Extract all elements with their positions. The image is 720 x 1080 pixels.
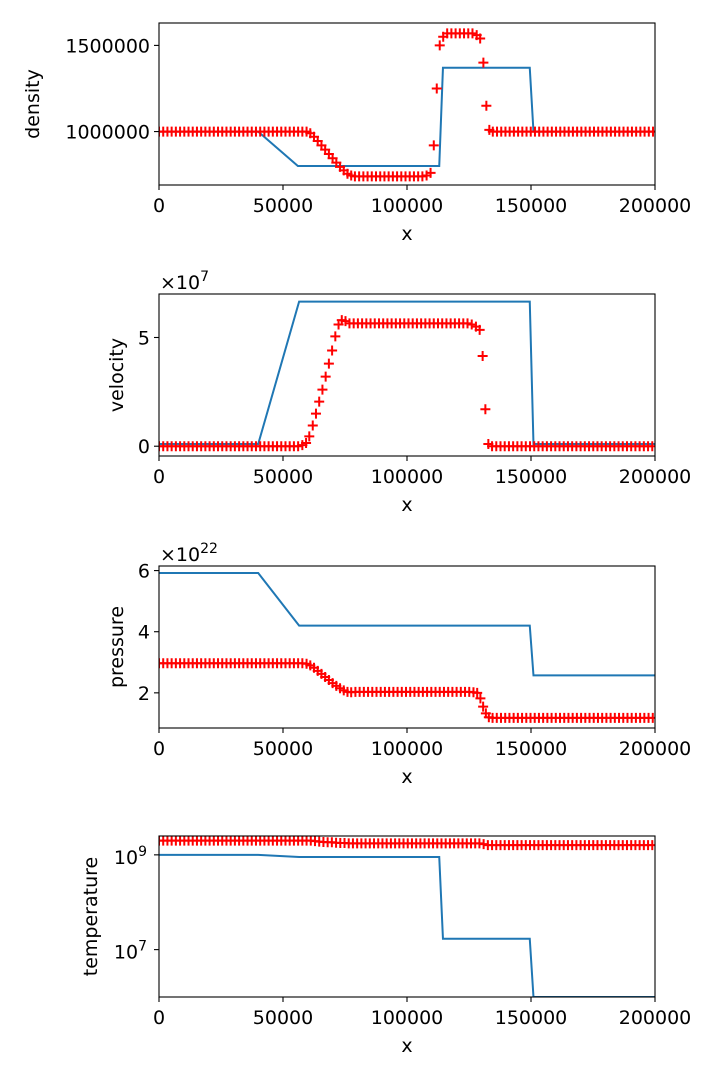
plot-area bbox=[159, 300, 655, 452]
y-tick-label: 107 bbox=[114, 939, 147, 964]
x-tick-label: 200000 bbox=[619, 466, 692, 488]
y-tick-label: 109 bbox=[114, 844, 147, 869]
y-tick-label-base: 10 bbox=[114, 847, 138, 869]
x-axis-label: x bbox=[401, 1035, 412, 1057]
series-line bbox=[159, 853, 655, 997]
axes-frame bbox=[158, 22, 656, 186]
x-tick-label: 150000 bbox=[495, 466, 568, 488]
series-line bbox=[159, 66, 655, 168]
x-axis-label: x bbox=[401, 766, 412, 788]
x-tick-label: 50000 bbox=[253, 738, 313, 760]
plot-area bbox=[159, 28, 655, 182]
y-tick-label-exponent: 9 bbox=[138, 844, 147, 860]
y-tick-label: 1000000 bbox=[65, 122, 150, 144]
y-tick-label: 2 bbox=[138, 683, 150, 705]
data-point-marker bbox=[478, 57, 489, 68]
x-tick-label: 100000 bbox=[371, 1007, 444, 1029]
x-tick-label: 100000 bbox=[371, 466, 444, 488]
data-point-marker bbox=[330, 331, 341, 342]
y-axis-label: temperature bbox=[80, 857, 102, 976]
y-tick-label: 4 bbox=[138, 622, 150, 644]
x-tick-label: 200000 bbox=[619, 195, 692, 217]
data-point-marker bbox=[648, 126, 655, 137]
axes-frame bbox=[158, 835, 656, 998]
data-point-marker bbox=[320, 371, 331, 382]
data-point-marker bbox=[472, 687, 483, 698]
x-tick-label: 50000 bbox=[253, 1007, 313, 1029]
y-tick-label-exponent: 7 bbox=[138, 939, 147, 955]
axis-offset-text: ×107 bbox=[160, 269, 209, 294]
data-point-marker bbox=[647, 441, 655, 452]
series-line bbox=[159, 300, 655, 446]
data-point-marker bbox=[647, 840, 655, 851]
x-tick-label: 0 bbox=[153, 195, 165, 217]
x-tick-label: 200000 bbox=[619, 1007, 692, 1029]
axis-offset-text-exponent: 7 bbox=[200, 269, 209, 285]
axes-frame bbox=[158, 565, 656, 729]
x-tick-label: 100000 bbox=[371, 738, 444, 760]
data-point-marker bbox=[478, 701, 489, 712]
x-axis-label: x bbox=[401, 494, 412, 516]
axis-offset-text-exponent: 22 bbox=[200, 541, 218, 557]
data-point-marker bbox=[647, 712, 655, 723]
data-point-marker bbox=[431, 83, 442, 94]
y-tick-label: 6 bbox=[138, 561, 150, 583]
data-point-marker bbox=[434, 40, 445, 51]
y-axis-label: density bbox=[22, 69, 44, 139]
x-tick-label: 50000 bbox=[253, 466, 313, 488]
plot-area bbox=[159, 836, 655, 997]
data-point-marker bbox=[425, 167, 436, 178]
y-tick-label: 1500000 bbox=[65, 35, 150, 57]
y-tick-label-base: 10 bbox=[114, 942, 138, 964]
data-point-marker bbox=[475, 33, 486, 44]
x-tick-label: 150000 bbox=[495, 195, 568, 217]
data-point-marker bbox=[310, 408, 321, 419]
data-point-marker bbox=[317, 384, 328, 395]
data-point-marker bbox=[477, 350, 488, 361]
axes-frame bbox=[158, 293, 656, 457]
x-tick-label: 0 bbox=[153, 466, 165, 488]
data-point-marker bbox=[428, 140, 439, 151]
subplot-velocity: 0 50000 100000 150000 200000 0 5 x velocity ×107 bbox=[106, 269, 691, 516]
data-point-marker bbox=[323, 358, 334, 369]
x-tick-label: 50000 bbox=[253, 195, 313, 217]
y-axis-label: velocity bbox=[106, 338, 128, 412]
data-point-marker bbox=[474, 324, 485, 335]
series-line bbox=[159, 572, 655, 677]
x-tick-label: 150000 bbox=[495, 738, 568, 760]
subplot-density: 0 50000 100000 150000 200000 1000000 1500000 x d… bbox=[22, 22, 692, 245]
y-tick-label: 0 bbox=[138, 436, 150, 458]
data-point-marker bbox=[327, 345, 338, 356]
data-point-marker bbox=[301, 437, 312, 448]
subplot-temperature: 0 50000 100000 150000 200000107109xtemperatu… bbox=[80, 835, 692, 1057]
y-tick-label: 5 bbox=[138, 327, 150, 349]
data-point-marker bbox=[475, 693, 486, 704]
y-axis-label: pressure bbox=[106, 606, 128, 688]
axis-offset-text: ×1022 bbox=[160, 541, 218, 566]
axis-offset-text-base: ×10 bbox=[160, 272, 200, 294]
subplot-pressure: 0 50000 100000 150000 200000 2 4 6 x pressure ×102… bbox=[106, 541, 691, 788]
x-tick-label: 0 bbox=[153, 738, 165, 760]
data-point-marker bbox=[481, 100, 492, 111]
x-tick-label: 100000 bbox=[371, 195, 444, 217]
plot-area bbox=[159, 572, 655, 723]
data-point-marker bbox=[307, 420, 318, 431]
x-tick-label: 0 bbox=[153, 1007, 165, 1029]
data-point-marker bbox=[314, 396, 325, 407]
x-axis-label: x bbox=[401, 223, 412, 245]
data-point-marker bbox=[304, 431, 315, 442]
x-tick-label: 200000 bbox=[619, 738, 692, 760]
data-point-marker bbox=[480, 404, 491, 415]
axis-offset-text-base: ×10 bbox=[160, 544, 200, 566]
x-tick-label: 150000 bbox=[495, 1007, 568, 1029]
